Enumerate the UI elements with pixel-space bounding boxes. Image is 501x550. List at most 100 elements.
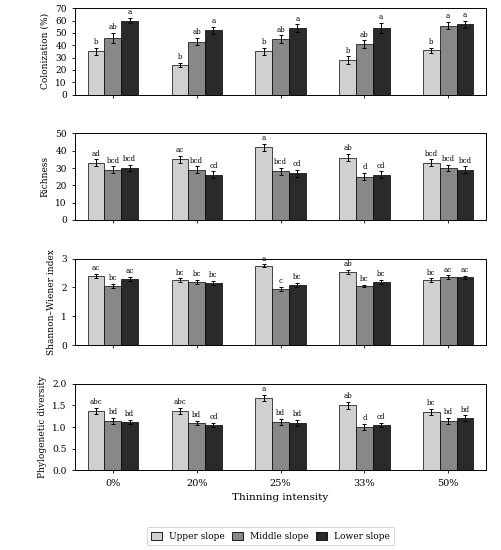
Bar	[188, 42, 205, 95]
Text: b: b	[262, 38, 266, 46]
Bar	[423, 163, 440, 220]
Text: bc: bc	[427, 399, 436, 407]
X-axis label: Thinning intensity: Thinning intensity	[232, 493, 329, 502]
Bar	[121, 279, 138, 345]
Text: b: b	[429, 38, 434, 46]
Bar	[188, 282, 205, 345]
Bar	[171, 65, 188, 95]
Text: bd: bd	[444, 408, 453, 416]
Bar	[88, 163, 105, 220]
Text: ac: ac	[126, 267, 134, 275]
Text: bc: bc	[109, 274, 117, 282]
Bar	[272, 172, 289, 220]
Bar	[456, 419, 473, 470]
Text: a: a	[295, 14, 300, 23]
Text: bcd: bcd	[442, 155, 455, 163]
Text: bcd: bcd	[123, 155, 136, 163]
Text: bc: bc	[176, 268, 184, 277]
Y-axis label: Shannon–Wiener index: Shannon–Wiener index	[47, 249, 56, 355]
Text: cd: cd	[209, 162, 218, 170]
Text: a: a	[262, 134, 266, 142]
Bar	[289, 284, 306, 345]
Text: bd: bd	[108, 408, 117, 416]
Text: ac: ac	[92, 264, 100, 272]
Bar	[440, 168, 456, 220]
Text: cd: cd	[209, 413, 218, 421]
Bar	[339, 272, 356, 345]
Text: ab: ab	[360, 31, 369, 38]
Bar	[88, 411, 105, 470]
Bar	[423, 50, 440, 95]
Bar	[272, 39, 289, 95]
Text: ac: ac	[461, 266, 469, 274]
Text: ac: ac	[444, 266, 452, 274]
Text: ab: ab	[343, 260, 352, 268]
Text: bd: bd	[125, 410, 134, 418]
Bar	[339, 60, 356, 95]
Text: b: b	[94, 38, 98, 46]
Text: bcd: bcd	[106, 157, 119, 164]
Bar	[205, 30, 222, 95]
Text: a: a	[446, 12, 450, 20]
Text: abc: abc	[173, 398, 186, 406]
Text: a: a	[211, 17, 215, 25]
Bar	[88, 276, 105, 345]
Bar	[105, 421, 121, 470]
Bar	[456, 277, 473, 345]
Bar	[171, 160, 188, 220]
Text: bc: bc	[192, 270, 201, 278]
Bar	[171, 280, 188, 345]
Text: a: a	[463, 11, 467, 19]
Text: bcd: bcd	[190, 157, 203, 164]
Bar	[440, 421, 456, 470]
Bar	[423, 412, 440, 470]
Text: ab: ab	[343, 392, 352, 400]
Bar	[205, 425, 222, 470]
Legend: Upper slope, Middle slope, Lower slope: Upper slope, Middle slope, Lower slope	[147, 527, 394, 546]
Text: ad: ad	[92, 150, 101, 158]
Text: b: b	[345, 47, 350, 54]
Text: d: d	[362, 414, 367, 422]
Bar	[356, 286, 373, 345]
Bar	[339, 405, 356, 470]
Text: ab: ab	[109, 23, 117, 31]
Text: cd: cd	[377, 413, 385, 421]
Bar	[456, 24, 473, 95]
Text: bc: bc	[377, 270, 385, 278]
Bar	[171, 411, 188, 470]
Text: ab: ab	[192, 28, 201, 36]
Text: bcd: bcd	[425, 150, 438, 158]
Bar	[205, 283, 222, 345]
Bar	[440, 277, 456, 345]
Text: c: c	[279, 277, 283, 285]
Text: cd: cd	[293, 160, 302, 168]
Text: bcd: bcd	[458, 157, 471, 164]
Bar	[256, 398, 272, 470]
Bar	[289, 28, 306, 95]
Bar	[423, 280, 440, 345]
Text: bc: bc	[293, 273, 302, 281]
Text: bcd: bcd	[274, 158, 287, 166]
Y-axis label: Phylogenetic diversity: Phylogenetic diversity	[38, 376, 47, 478]
Bar	[256, 147, 272, 220]
Y-axis label: Richness: Richness	[41, 156, 50, 197]
Text: bd: bd	[276, 409, 285, 417]
Bar	[121, 422, 138, 470]
Bar	[289, 423, 306, 470]
Bar	[205, 175, 222, 220]
Text: bd: bd	[293, 410, 302, 418]
Text: ab: ab	[276, 26, 285, 34]
Text: a: a	[379, 13, 383, 21]
Bar	[88, 52, 105, 95]
Text: a: a	[262, 255, 266, 263]
Bar	[121, 168, 138, 220]
Bar	[373, 175, 390, 220]
Text: bd: bd	[192, 411, 201, 419]
Bar	[272, 289, 289, 345]
Bar	[356, 44, 373, 95]
Bar	[105, 38, 121, 95]
Bar	[373, 28, 390, 95]
Text: a: a	[262, 385, 266, 393]
Text: bc: bc	[360, 275, 369, 283]
Bar	[339, 158, 356, 220]
